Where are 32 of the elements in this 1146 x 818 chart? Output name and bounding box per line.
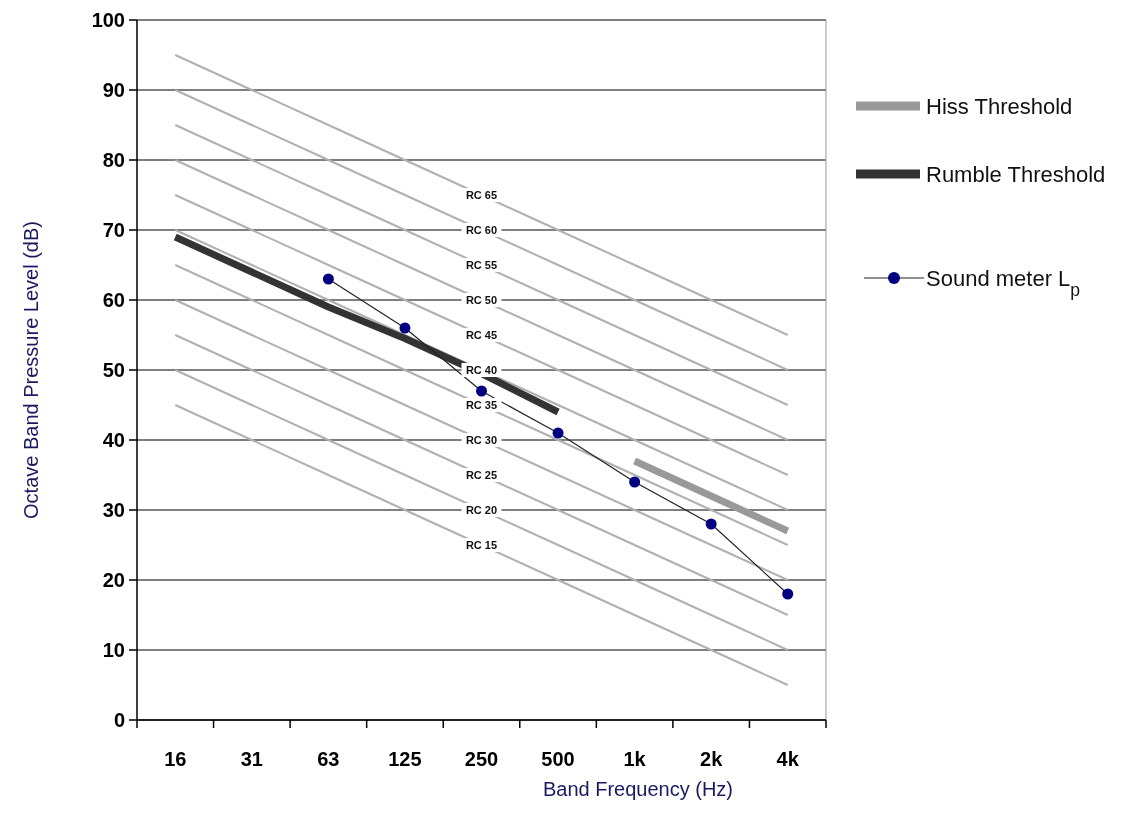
point — [629, 476, 641, 488]
x-tick-label: 31 — [240, 748, 263, 770]
y-tick-label: 0 — [113, 709, 125, 731]
y-tick-label: 100 — [91, 9, 125, 31]
legend-label: Hiss Threshold — [926, 94, 1073, 119]
y-tick-label: 60 — [102, 289, 125, 311]
point — [552, 427, 564, 439]
y-tick-label: 40 — [102, 429, 125, 451]
x-tick-label: 250 — [464, 748, 499, 770]
legend-label: Sound meter L$_{p}$ — [926, 266, 1081, 300]
point — [476, 385, 487, 397]
x-tick-label: 4k — [776, 748, 800, 770]
y-axis-title: Octave Band Pressure Level (dB) — [20, 221, 42, 519]
point — [782, 588, 794, 600]
x-tick-label: 63 — [317, 748, 340, 770]
y-tick-label: 80 — [102, 149, 125, 171]
y-tick-label: 50 — [102, 359, 125, 381]
y-tick-label: 70 — [102, 219, 125, 241]
x-tick-label: 125 — [388, 748, 422, 770]
x-axis-title: Band Frequency (Hz) — [542, 778, 734, 800]
x-tick-label: 2k — [700, 748, 724, 770]
y-tick-label: 10 — [102, 639, 125, 661]
y-tick-label: 30 — [102, 499, 125, 521]
point — [705, 518, 717, 530]
x-tick-label: 16 — [164, 748, 187, 770]
point — [322, 273, 334, 285]
y-tick-label: 90 — [102, 79, 125, 101]
point — [399, 322, 411, 334]
x-tick-label: 500 — [541, 748, 575, 770]
legend-label: Rumble Threshold — [926, 162, 1106, 187]
y-tick-label: 20 — [102, 569, 125, 591]
x-tick-label: 1k — [623, 748, 647, 770]
